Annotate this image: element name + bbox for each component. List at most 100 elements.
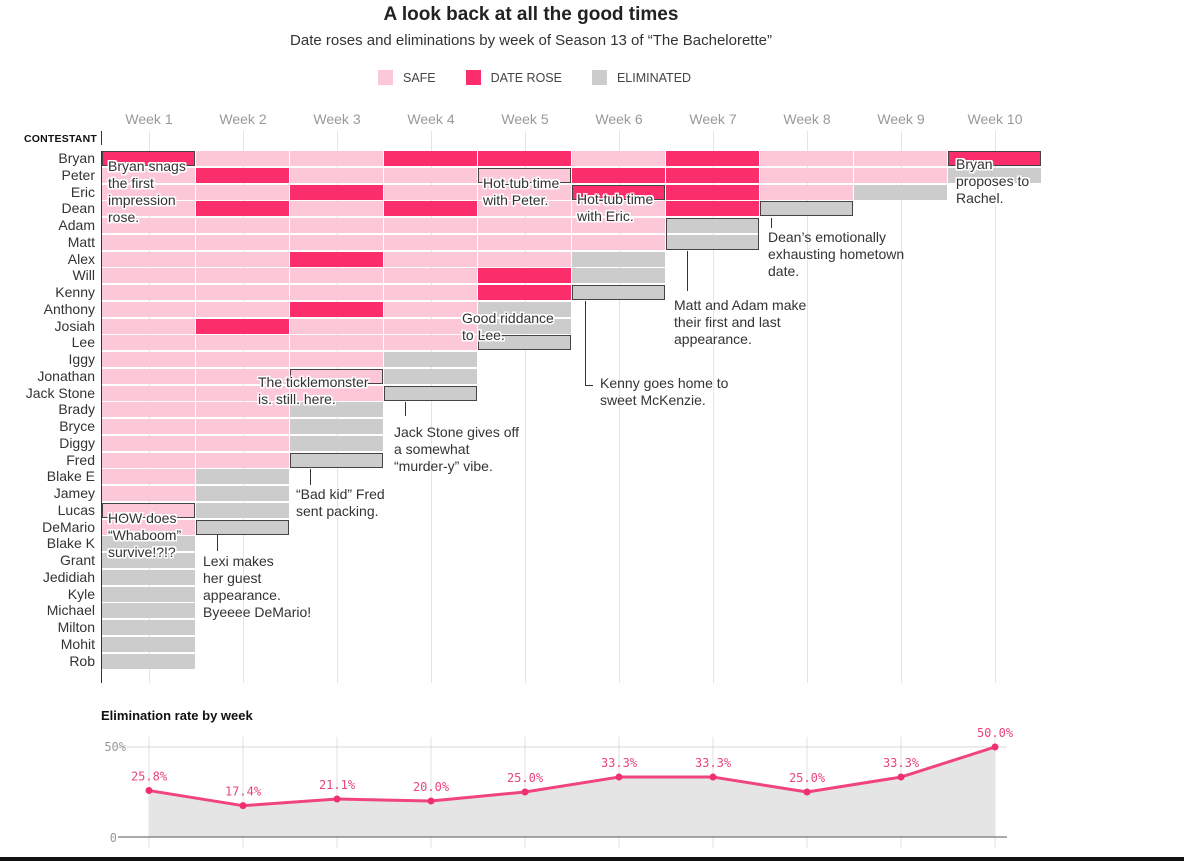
highlight-box [196,519,289,535]
legend-swatch-eliminated [591,70,607,85]
annotation-text: Bryan snags the first impression rose. [108,158,186,226]
heatmap-cell [290,218,383,233]
heatmap-cell [102,502,195,518]
heatmap-cell [384,268,477,284]
heatmap-cell [384,218,477,233]
contestant-name: Mohit [60,635,95,652]
heatmap-cell [102,352,195,367]
annotation-line: her guest [203,570,262,586]
heatmap-cell [102,536,195,552]
heatmap-cell [196,368,289,384]
heatmap-cell [384,167,477,183]
heatmap-cell [666,151,759,166]
y-axis-top-tick [101,131,102,145]
annotation-leader-line [585,301,586,386]
week-label: Week 1 [125,111,173,127]
rate-data-label: 33.3% [695,756,732,770]
heatmap-cell [478,268,571,284]
heatmap-cell [854,167,947,183]
contestant-name: Peter [61,166,95,183]
annotation-line: rose. [108,209,140,225]
heatmap-cell [478,184,571,200]
week-label: Week 2 [219,111,267,127]
rate-point [991,743,999,751]
heatmap-cell [102,318,195,334]
contestant-name: Blake K [46,535,95,552]
contestant-name: Kenny [55,284,95,300]
heatmap-cell [572,184,665,200]
annotation-text: Hot-tub time with Peter. [483,175,559,209]
heatmap-cell [384,251,477,267]
highlight-box [102,151,195,166]
annotation-line: a somewhat [394,441,470,457]
annotation-leader-line [585,385,593,386]
week-label: Week 10 [967,111,1023,127]
highlight-box [948,151,1041,166]
rate-point [145,787,153,795]
contestant-name: Blake E [46,468,95,485]
contestant-name: Diggy [59,434,95,451]
heatmap-cell [102,586,195,602]
annotation-text: Bryan proposes to Rachel. [956,156,1029,207]
heatmap-cell [478,251,571,267]
heatmap-cell [384,184,477,200]
rate-area [149,747,995,837]
legend-item-date-rose: DATE ROSE [465,70,562,85]
rate-point [615,773,623,781]
heatmap-cell [102,553,195,568]
heatmap-cell [290,335,383,351]
highlight-box [478,335,571,351]
contestant-name: Jedidiah [42,568,95,585]
contestant-name: Jamey [53,485,95,501]
heatmap-cell [196,486,289,501]
annotation-line: sent packing. [296,503,379,519]
contestant-name: Will [72,267,95,284]
heatmap-cell [102,385,195,401]
heatmap-cell [102,402,195,418]
annotation-line: with Peter. [483,192,549,208]
heatmap-cell [196,234,289,250]
annotation-line: is. still. here. [258,391,336,407]
heatmap-cell [572,201,665,217]
heatmap-cell [196,352,289,367]
heatmap-cell [102,368,195,384]
heatmap-cell [102,251,195,267]
rate-point [803,788,811,796]
heatmap-cell [478,285,571,300]
annotation-line: Jack Stone gives off [394,424,520,440]
heatmap-cell [196,519,289,535]
rate-data-label: 25.0% [507,771,544,785]
contestant-name: Bryce [59,418,95,434]
rate-data-label: 20.0% [413,780,450,794]
heatmap-cell [102,653,195,669]
heatmap-cell [572,285,665,300]
annotation-line: the first [108,175,154,191]
annotation-line: Byeeee DeMario! [203,604,312,620]
heatmap-cell [102,469,195,485]
heatmap-cell [102,636,195,652]
annotation-line: to Lee. [462,327,505,343]
heatmap-cell [102,569,195,585]
heatmap-cell [196,218,289,233]
week-label: Week 9 [877,111,925,127]
annotation-line: Good riddance [462,310,554,326]
heatmap-cell [102,620,195,635]
heatmap-cell [102,285,195,300]
heatmap-cell [854,151,947,166]
week-label: Week 7 [689,111,737,127]
heatmap-cell [196,201,289,217]
legend-label-safe: SAFE [403,70,436,85]
heatmap-cell [760,151,853,166]
rate-point [333,795,341,803]
heatmap-cell [760,167,853,183]
contestant-axis-header: CONTESTANT [24,133,97,145]
week-gridline [525,131,526,683]
heatmap-cell [290,385,383,401]
heatmap-cell [478,151,571,166]
annotation-text: Matt and Adam make their first and last ap… [674,297,806,348]
contestant-name: Rob [69,652,95,669]
annotation-text: Hot-tub time with Eric. [577,191,653,225]
heatmap-cell [102,301,195,317]
annotation-text: “Bad kid” Fred sent packing. [296,486,385,520]
heatmap-cell [290,419,383,434]
